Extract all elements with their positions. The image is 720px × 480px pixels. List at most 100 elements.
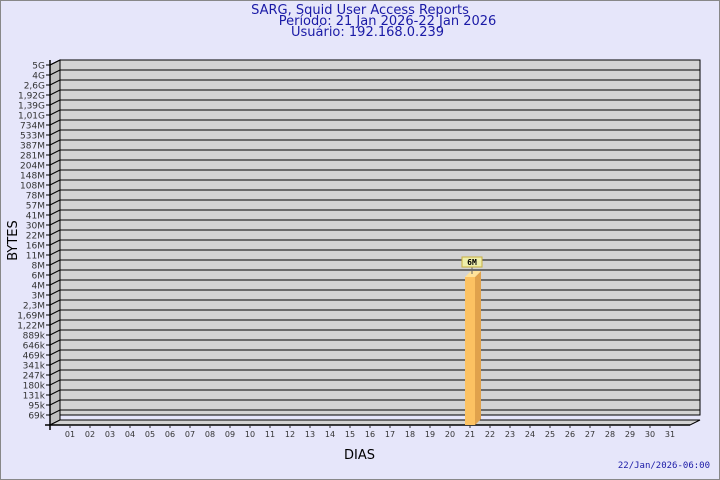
y-tick-label: 148M — [20, 172, 45, 182]
y-tick-label: 5G — [32, 62, 45, 72]
gridline-side — [49, 219, 61, 226]
x-tick-label: 16 — [365, 430, 375, 439]
gridline-side — [49, 149, 61, 156]
y-axis-label: BYTES — [5, 220, 21, 261]
y-tick-label: 1,01G — [18, 112, 45, 122]
y-tick-label: 281M — [20, 152, 45, 162]
y-tick-label: 22M — [26, 232, 45, 242]
x-tick-label: 26 — [565, 430, 575, 439]
y-tick-label: 4M — [32, 282, 46, 292]
bar-value-label: 6M — [467, 258, 477, 267]
gridline-side — [49, 349, 61, 356]
bar-top — [465, 271, 481, 277]
x-tick-label: 22 — [485, 430, 495, 439]
x-tick-label: 05 — [145, 430, 155, 439]
gridline-side — [49, 69, 61, 76]
gridline-side — [49, 339, 61, 346]
gridline-side — [49, 259, 61, 266]
gridline-side — [49, 139, 61, 146]
y-tick-label: 6M — [32, 272, 46, 282]
gridline-side — [49, 229, 61, 236]
gridline-side — [49, 109, 61, 116]
chart-user: Usuário: 192.168.0.239 — [290, 25, 445, 40]
chart-title: SARG, Squid User Access Reports — [251, 3, 469, 18]
x-tick-label: 14 — [325, 430, 335, 439]
gridline-side — [49, 329, 61, 336]
back-wall — [59, 59, 701, 416]
gridline-side — [49, 79, 61, 86]
gridline-side — [49, 239, 61, 246]
gridline-side — [49, 309, 61, 316]
gridline-side — [49, 159, 61, 166]
y-tick-label: 734M — [20, 122, 45, 132]
gridline-side — [49, 279, 61, 286]
gridline-side — [49, 409, 61, 416]
x-tick-label: 04 — [125, 430, 135, 439]
chart-period: Período: 21 Jan 2026-22 Jan 2026 — [278, 14, 497, 29]
y-tick-label: 69k — [28, 412, 45, 422]
x-tick-label: 24 — [525, 430, 535, 439]
x-tick-label: 31 — [665, 430, 675, 439]
y-tick-label: 108M — [20, 182, 45, 192]
x-tick-label: 09 — [225, 430, 235, 439]
y-tick-label: 889k — [23, 332, 46, 342]
y-tick-label: 2,6G — [24, 82, 45, 92]
gridline-side — [49, 319, 61, 326]
y-tick-label: 3M — [32, 292, 46, 302]
x-tick-label: 25 — [545, 430, 555, 439]
y-tick-label: 2,3M — [23, 302, 45, 312]
x-tick-label: 13 — [305, 430, 315, 439]
gridline-side — [49, 129, 61, 136]
gridline-side — [49, 389, 61, 396]
x-tick-label: 01 — [65, 430, 75, 439]
x-tick-label: 19 — [425, 430, 435, 439]
x-tick-label: 30 — [645, 430, 655, 439]
gridline-side — [49, 269, 61, 276]
x-tick-label: 18 — [405, 430, 415, 439]
gridline-side — [49, 289, 61, 296]
x-tick-label: 03 — [105, 430, 115, 439]
x-tick-label: 10 — [245, 430, 255, 439]
y-tick-label: 469k — [23, 352, 46, 362]
x-axis-label: DIAS — [344, 448, 375, 463]
gridline-side — [49, 249, 61, 256]
x-tick-label: 07 — [185, 430, 195, 439]
bar-side — [475, 271, 481, 425]
y-tick-label: 78M — [26, 192, 45, 202]
x-tick-label: 17 — [385, 430, 395, 439]
y-tick-label: 1,39G — [18, 102, 45, 112]
gridline-side — [49, 169, 61, 176]
x-tick-label: 12 — [285, 430, 295, 439]
gridline-side — [49, 199, 61, 206]
y-tick-label: 204M — [20, 162, 45, 172]
y-tick-label: 11M — [26, 252, 45, 262]
gridline-side — [49, 369, 61, 376]
x-tick-label: 28 — [605, 430, 615, 439]
gridline-side — [49, 89, 61, 96]
bar-label-box — [461, 256, 483, 268]
gridline-side — [49, 59, 61, 66]
y-tick-label: 95k — [28, 402, 45, 412]
x-tick-label: 06 — [165, 430, 175, 439]
x-tick-label: 20 — [445, 430, 455, 439]
gridline-side — [49, 209, 61, 216]
x-tick-label: 21 — [465, 430, 475, 439]
bar — [465, 277, 475, 425]
y-tick-label: 387M — [20, 142, 45, 152]
gridline-side — [49, 399, 61, 406]
y-tick-label: 341k — [23, 362, 46, 372]
y-tick-label: 57M — [26, 202, 45, 212]
y-tick-label: 16M — [26, 242, 45, 252]
gridline-side — [49, 359, 61, 366]
x-tick-label: 02 — [85, 430, 95, 439]
x-tick-label: 08 — [205, 430, 215, 439]
y-tick-label: 41M — [26, 212, 45, 222]
y-tick-label: 180k — [23, 382, 46, 392]
generated-timestamp: 22/Jan/2026-06:00 — [617, 461, 710, 471]
gridline-side — [49, 99, 61, 106]
y-tick-label: 131k — [23, 392, 46, 402]
x-tick-label: 27 — [585, 430, 595, 439]
y-tick-label: 30M — [26, 222, 45, 232]
gridline-side — [49, 299, 61, 306]
